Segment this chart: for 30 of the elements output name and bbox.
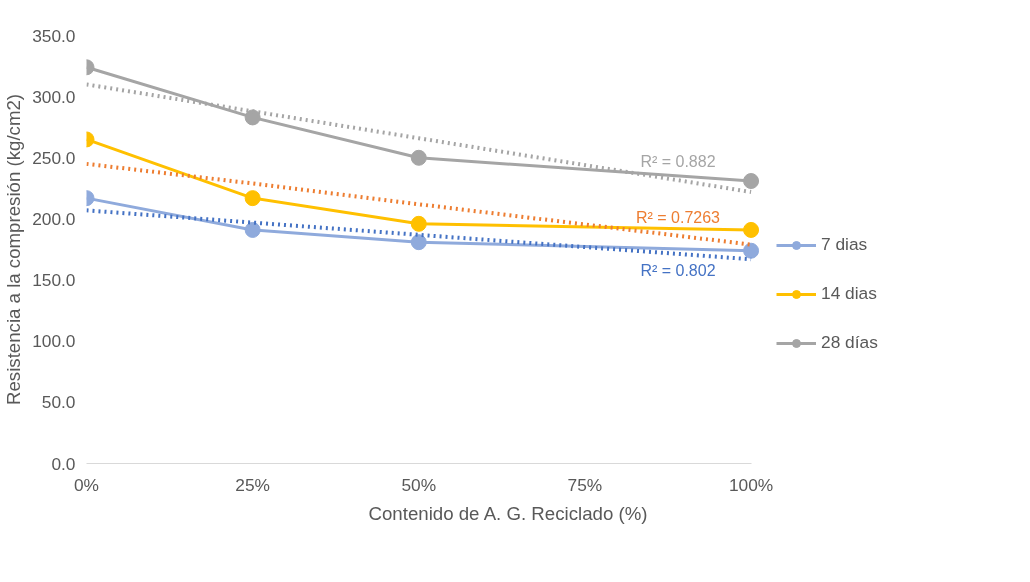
y-tick-label: 250.0 <box>32 147 76 168</box>
annotation: R² = 0.7263 <box>635 208 721 226</box>
point <box>410 149 427 166</box>
x-tick-label: 50% <box>401 474 437 495</box>
y-tick-label: 350.0 <box>32 25 76 46</box>
point <box>244 109 261 126</box>
legend-label: 7 dias <box>821 234 868 255</box>
y-axis-title: Resistencia a la compresión (kg/cm2) <box>3 93 25 406</box>
y-tick-label: 300.0 <box>32 86 76 107</box>
y-tick-label: 0.0 <box>51 453 76 474</box>
annotation: R² = 0.802 <box>640 261 716 279</box>
y-tick-label: 200.0 <box>32 208 76 229</box>
x-tick-label: 0% <box>73 474 100 495</box>
y-tick-label: 50.0 <box>41 392 76 413</box>
legend-label: 14 dias <box>821 283 877 304</box>
point <box>244 221 261 238</box>
x-tick-label: 25% <box>235 474 270 495</box>
point <box>244 190 261 207</box>
legend-label: 28 días <box>821 332 878 353</box>
point <box>743 242 760 259</box>
point <box>743 221 760 238</box>
point <box>743 173 760 190</box>
annotation: R² = 0.882 <box>640 153 716 171</box>
y-tick-label: 150.0 <box>32 270 76 291</box>
point <box>410 234 427 251</box>
x-axis-title: Contenido de A. G. Reciclado (%) <box>368 502 648 524</box>
x-tick-label: 100% <box>728 474 774 495</box>
y-tick-label: 100.0 <box>32 331 76 352</box>
x-tick-label: 75% <box>567 474 603 495</box>
point <box>410 215 427 232</box>
